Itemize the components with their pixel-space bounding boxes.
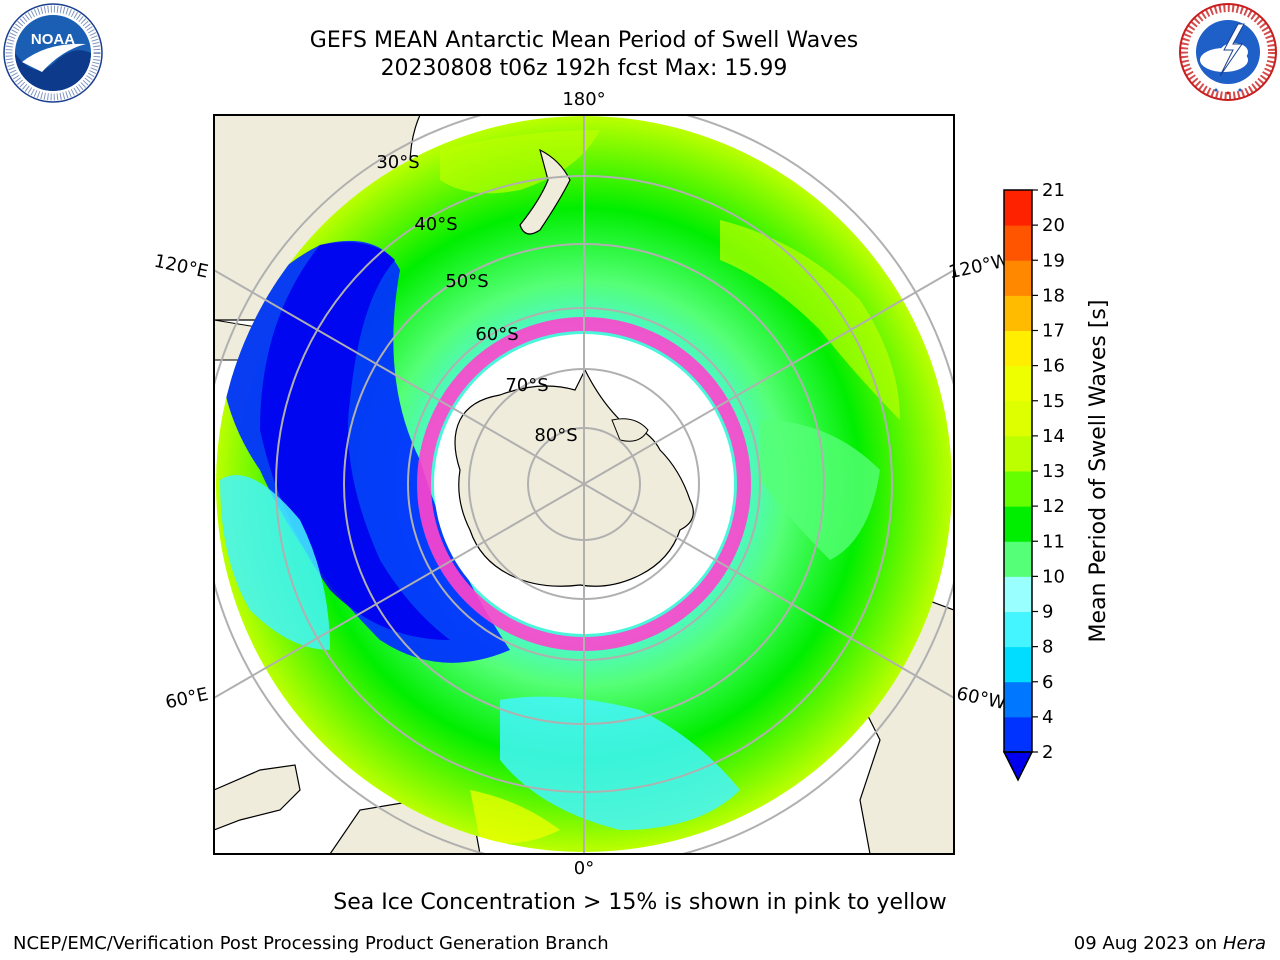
lon-label-120e: 120°E <box>152 251 210 283</box>
colorbar-tick-label: 8 <box>1042 637 1053 658</box>
lat-label-50s: 50°S <box>445 271 488 292</box>
colorbar-segment <box>1004 295 1032 331</box>
noaa-logo-text: NOAA <box>31 31 75 48</box>
colorbar-segment <box>1004 506 1032 542</box>
colorbar-label: Mean Period of Swell Waves [s] <box>1086 300 1111 643</box>
madagascar-land <box>214 764 301 831</box>
colorbar-segment <box>1004 190 1032 226</box>
lat-label-70s: 70°S <box>505 375 548 396</box>
nws-logo <box>1179 3 1277 101</box>
sea-ice-note: Sea Ice Concentration > 15% is shown in … <box>333 890 947 915</box>
lat-label-30s: 30°S <box>376 152 419 173</box>
credit-line: NCEP/EMC/Verification Post Processing Pr… <box>13 933 609 954</box>
graticule <box>214 115 954 854</box>
lat-label-60s: 60°S <box>475 324 518 345</box>
colorbar-segment <box>1004 576 1032 612</box>
lat-label-40s: 40°S <box>414 214 457 235</box>
colorbar-tick-label: 15 <box>1042 391 1065 412</box>
colorbar-segment <box>1004 400 1032 437</box>
lon-label-60e: 60°E <box>164 684 211 714</box>
colorbar-tick-label: 12 <box>1042 496 1065 517</box>
colorbar-segment <box>1004 435 1032 472</box>
new-zealand-land <box>519 148 571 235</box>
colorbar-segment <box>1004 681 1032 718</box>
colorbar-extend-arrow <box>1002 751 1034 782</box>
colorbar-tick-label: 11 <box>1042 531 1065 552</box>
date-line: 09 Aug 2023 on Hera <box>1074 933 1266 954</box>
colorbar-tick-label: 18 <box>1042 285 1065 306</box>
colorbar-segment <box>1004 330 1032 367</box>
colorbar-tick-label: 17 <box>1042 321 1065 342</box>
lon-label-120w: 120°W <box>947 250 1011 283</box>
colorbar-segment <box>1004 225 1032 261</box>
colorbar-segment <box>1004 611 1032 648</box>
colorbar-segment <box>1004 365 1032 402</box>
colorbar-tick-label: 10 <box>1042 566 1065 587</box>
lon-label-0: 0° <box>574 858 594 879</box>
lat-label-80s: 80°S <box>534 425 577 446</box>
colorbar-segment <box>1004 260 1032 296</box>
colorbar-tick-label: 14 <box>1042 426 1065 447</box>
colorbar-tick-label: 16 <box>1042 356 1065 377</box>
colorbar-segment <box>1004 471 1032 507</box>
colorbar-segment <box>1004 541 1032 577</box>
machine-name: Hera <box>1222 933 1266 954</box>
colorbar-tick-label: 2 <box>1042 742 1053 763</box>
colorbar: 2 4 6 8 9 10 11 12 13 14 15 16 17 18 19 20 21 <box>1002 180 1065 782</box>
lon-label-60w: 60°W <box>955 683 1008 714</box>
colorbar-segment <box>1004 646 1032 683</box>
colorbar-tick-label: 20 <box>1042 215 1065 236</box>
map-frame <box>213 114 955 855</box>
noaa-logo: NOAA <box>3 3 103 103</box>
colorbar-segment <box>1004 716 1032 753</box>
colorbar-tick-label: 19 <box>1042 250 1065 271</box>
colorbar-tick-label: 13 <box>1042 461 1065 482</box>
date-text: 09 Aug 2023 on <box>1073 933 1218 954</box>
chart-subtitle: 20230808 t06z 192h fcst Max: 15.99 <box>380 56 788 81</box>
colorbar-tick-label: 6 <box>1042 672 1053 693</box>
chart-title: GEFS MEAN Antarctic Mean Period of Swell… <box>309 28 859 53</box>
lon-label-180: 180° <box>562 89 605 110</box>
colorbar-tick-label: 4 <box>1042 707 1053 728</box>
colorbar-tick-label: 21 <box>1042 180 1065 201</box>
colorbar-tick-label: 9 <box>1042 602 1053 623</box>
